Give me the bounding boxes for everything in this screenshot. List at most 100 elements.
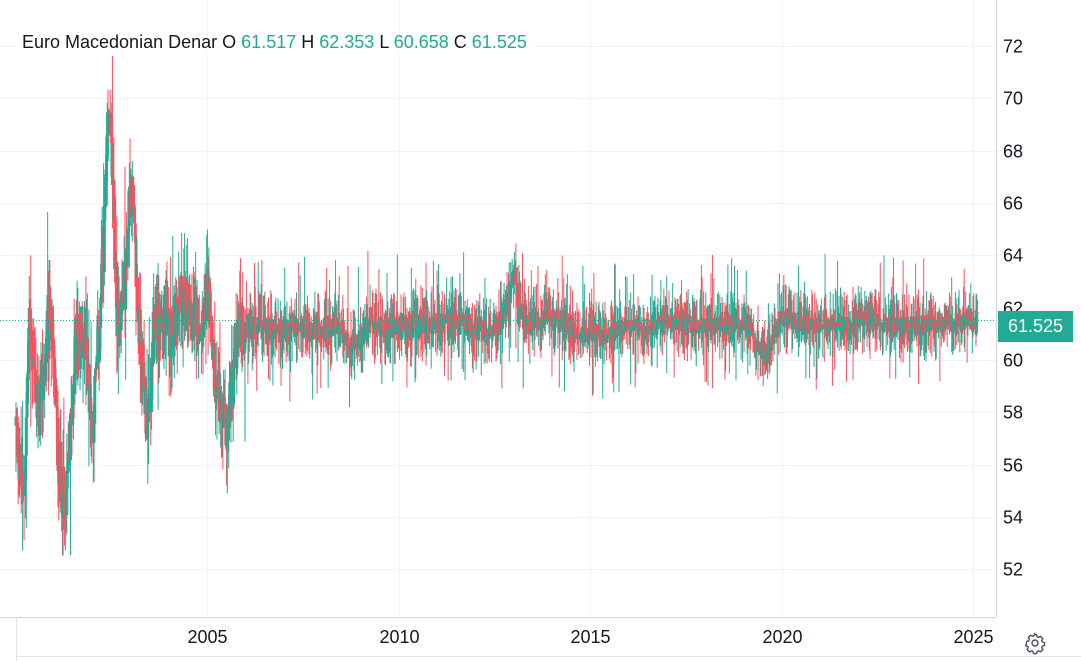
candle-body [697,331,701,334]
candle-body [571,334,575,338]
candle-body [470,323,474,333]
candle-body [959,324,963,330]
candle-body [302,333,306,336]
candle-body [350,346,354,355]
candle-body [451,313,455,330]
candle-body [55,406,59,418]
candle-body [261,331,265,340]
candle-body [346,334,350,353]
candle-body [294,332,298,335]
candle-body [209,327,213,343]
candle-body [721,317,725,330]
candle-body [27,342,31,374]
candle-body [708,318,712,330]
candle-body [88,364,92,385]
chart-legend: Euro Macedonian Denar O 61.517 H 62.353 … [18,31,531,53]
x-axis[interactable]: 2005 2010 2015 2020 2025 [187,627,993,647]
candle-body [367,325,371,331]
candle-body [227,421,231,423]
candle-body [947,314,951,324]
candle-body [679,319,683,321]
candle-body [586,335,590,343]
candle-body [375,321,379,327]
candle-body [409,322,413,339]
candle-body [172,330,176,337]
candle-body [80,312,84,341]
candle-body [530,329,534,335]
candle-body [833,330,837,332]
candle-body [560,312,564,330]
y-tick-label: 66 [1003,194,1023,214]
candle-body [361,336,365,346]
candle-body [512,270,516,278]
candle-body [210,342,214,346]
candle-body [53,367,57,405]
candle-body [119,291,123,331]
candle-body [799,315,803,320]
candle-body [426,321,430,323]
candle-body [548,310,552,318]
legend-open-label: O [222,32,237,52]
candle-body [955,313,959,324]
candle-body [735,316,739,319]
x-tick-label: 2005 [187,627,227,647]
candle-body [127,226,131,231]
candle-body [534,312,538,314]
candle-body [258,317,262,323]
candle-body [81,348,85,359]
candle-body [807,322,811,329]
legend-close-value: 61.525 [471,32,527,52]
candle-body [131,184,135,205]
candle-body [819,323,823,327]
candle-body [811,327,815,329]
candle-body [597,324,601,330]
candle-body [151,363,155,365]
settings-button[interactable] [1023,631,1047,655]
candle-body [849,323,853,328]
y-tick-label: 56 [1003,456,1023,476]
candle-body [470,332,474,334]
candle-body [255,324,259,335]
candle-body [719,320,723,332]
candle-body [144,389,148,438]
candle-body [824,315,828,330]
candle-body [558,319,562,332]
candle-body [889,321,893,326]
candle-body [533,319,537,328]
candle-body [191,306,195,341]
candle-body [935,322,939,327]
candle-body [716,317,720,330]
candle-body [328,324,332,332]
candle-body [614,329,618,336]
candle-body [830,323,834,325]
candle-body [808,327,812,329]
candle-body [196,298,200,345]
candle-body [132,204,136,209]
candle-body [581,328,585,340]
candle-body [222,396,226,409]
candle-body [52,338,56,358]
candle-body [97,350,101,363]
candle-body [216,387,220,399]
candle-body [887,317,891,323]
candle-body [65,471,69,516]
candle-body [135,277,139,308]
candle-body [431,329,435,334]
candle-body [73,337,77,395]
candle-body [604,330,608,334]
candle-body [367,321,371,326]
candle-body [301,335,305,337]
candle-body [311,322,315,339]
candle-body [430,317,434,334]
candle-body [605,334,609,341]
candle-body [202,323,206,338]
candle-body [199,325,203,341]
candle-body [158,312,162,335]
candle-body [173,328,177,331]
candle-body [35,398,39,403]
candle-body [381,331,385,334]
candle-body [138,309,142,364]
candle-body [860,310,864,320]
